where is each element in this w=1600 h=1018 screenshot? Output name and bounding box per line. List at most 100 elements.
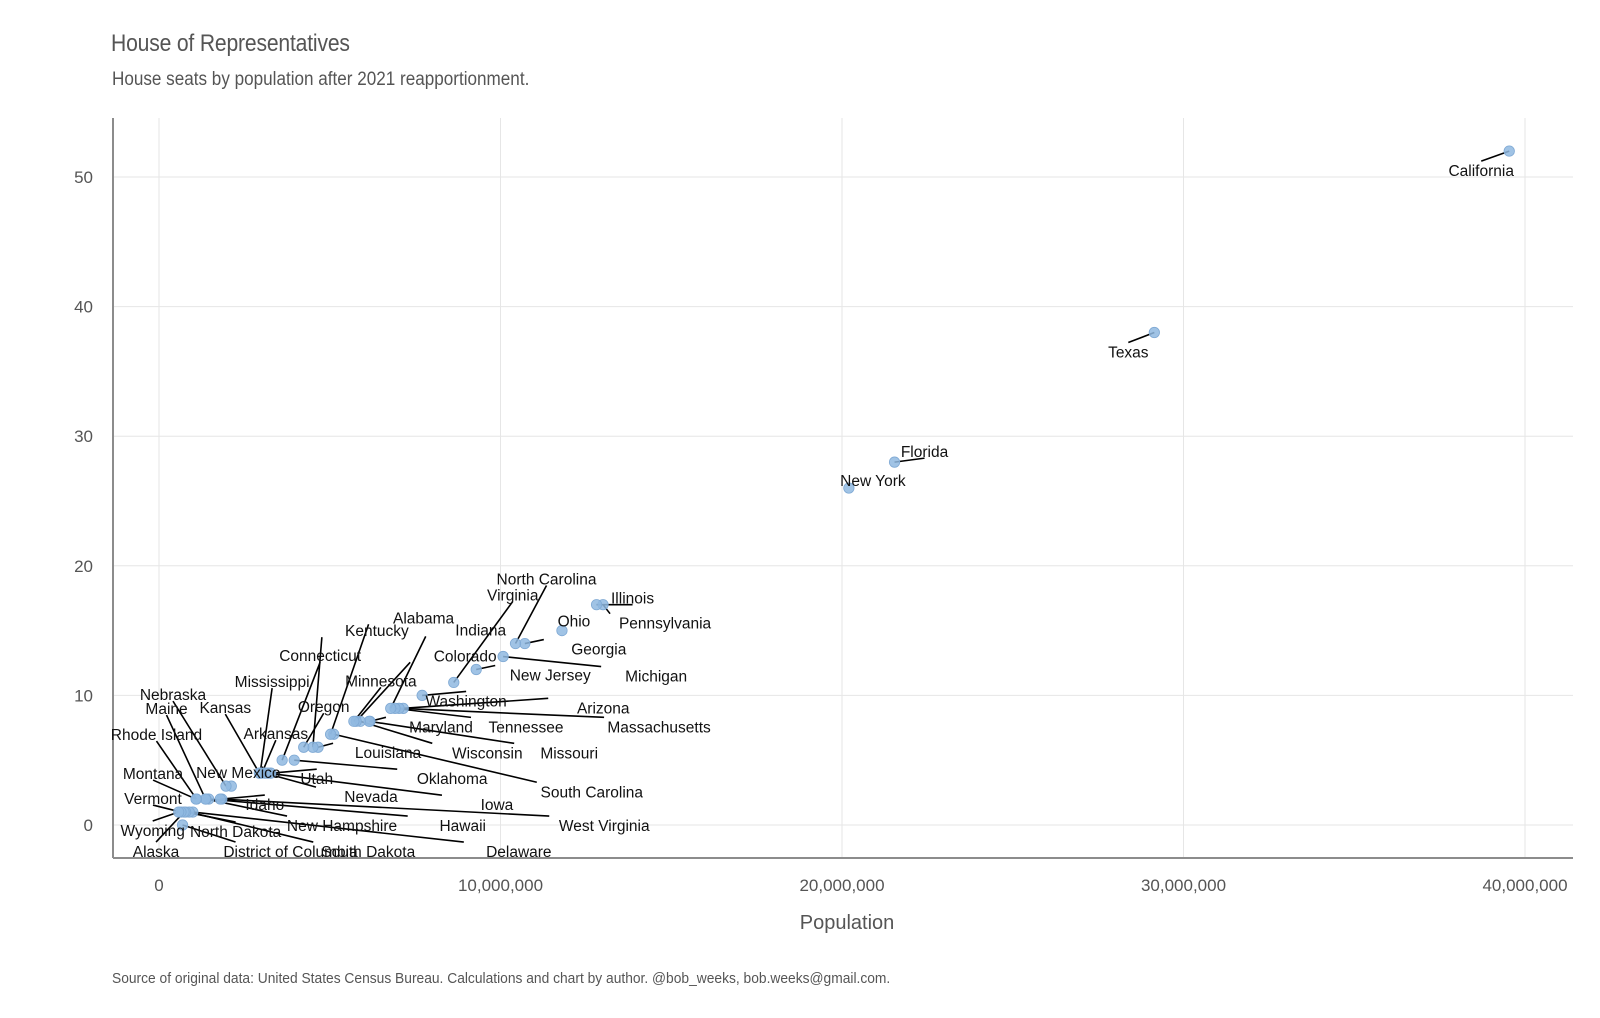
grid-lines <box>113 118 1573 858</box>
data-label: Georgia <box>571 642 627 659</box>
data-label: California <box>1448 163 1514 180</box>
leader-line <box>453 600 514 683</box>
leader-line <box>224 713 261 774</box>
data-label: New Mexico <box>196 765 280 782</box>
data-label: Ohio <box>558 614 591 631</box>
data-point <box>519 637 531 650</box>
x-axis-title: Population <box>800 912 895 934</box>
data-point <box>497 650 509 663</box>
leader-line <box>192 811 464 843</box>
data-label: Virginia <box>487 587 539 604</box>
data-point <box>416 689 428 702</box>
data-label: Alabama <box>393 610 455 627</box>
leader-line <box>172 700 227 787</box>
leader-line <box>267 772 443 796</box>
leader-line <box>259 688 273 774</box>
data-point <box>176 819 189 831</box>
data-label: Wyoming <box>120 823 184 840</box>
x-tick-label: 30,000,000 <box>1141 876 1226 895</box>
leader-line <box>514 585 548 644</box>
data-label: Rhode Island <box>111 727 202 744</box>
leader-line <box>270 768 317 774</box>
data-label: Utah <box>300 771 333 788</box>
data-label: Kentucky <box>345 623 409 640</box>
data-label: Montana <box>123 766 184 783</box>
data-label: Indiana <box>455 622 506 639</box>
data-label: District of Columbia <box>223 844 358 861</box>
y-tick-label: 0 <box>84 816 93 835</box>
data-point <box>298 741 310 753</box>
data-label: Minnesota <box>345 673 417 690</box>
data-point <box>173 806 185 818</box>
leader-line <box>329 624 370 735</box>
data-label: South Carolina <box>541 784 644 801</box>
data-label: Arkansas <box>244 726 309 743</box>
leader-line <box>165 714 207 800</box>
data-label: Illinois <box>611 591 654 608</box>
x-tick-label: 10,000,000 <box>458 876 543 895</box>
x-tick-label: 20,000,000 <box>799 876 884 895</box>
data-point <box>214 793 226 805</box>
y-tick-label: 50 <box>74 168 93 187</box>
data-point <box>276 754 288 766</box>
data-label: Wisconsin <box>452 745 523 762</box>
data-label: Washington <box>425 693 506 710</box>
data-label: Pennsylvania <box>619 616 712 633</box>
data-label: Vermont <box>124 791 182 808</box>
data-point <box>288 754 300 766</box>
data-label: Missouri <box>540 745 598 762</box>
leader-line <box>152 779 197 800</box>
data-label: New Hampshire <box>287 818 397 835</box>
data-label: Michigan <box>625 669 687 686</box>
chart-subtitle: House seats by population after 2021 rea… <box>112 69 530 90</box>
data-label: Delaware <box>486 844 551 861</box>
data-label: Kansas <box>199 700 251 717</box>
data-label: Connecticut <box>279 648 362 665</box>
data-label: South Dakota <box>321 844 415 861</box>
leader-line <box>355 661 411 722</box>
data-point <box>843 482 855 494</box>
data-point <box>348 715 360 727</box>
leader-line <box>221 794 265 800</box>
leader-line <box>208 798 408 817</box>
chart-caption: Source of original data: United States C… <box>112 970 891 987</box>
data-label: Tennessee <box>489 719 564 736</box>
data-label: North Carolina <box>497 572 597 589</box>
leader-line <box>155 740 198 800</box>
data-point <box>888 456 901 468</box>
leader-line <box>220 798 550 817</box>
data-point <box>385 702 397 714</box>
data-label: Colorado <box>434 648 497 665</box>
data-label: Oregon <box>298 699 350 716</box>
data-label: Florida <box>901 444 949 461</box>
leader-line <box>281 661 321 761</box>
data-point <box>253 767 265 779</box>
data-point <box>1148 326 1160 339</box>
data-label: Maine <box>145 701 187 718</box>
leader-line <box>294 759 398 770</box>
data-point <box>190 793 202 805</box>
data-label: Alaska <box>133 844 180 861</box>
data-point <box>470 663 482 676</box>
y-tick-label: 40 <box>74 298 93 317</box>
y-tick-label: 10 <box>74 686 93 705</box>
data-label: Nebraska <box>140 687 207 704</box>
data-label: Oklahoma <box>417 771 488 788</box>
data-label: Texas <box>1108 345 1149 362</box>
data-labels: California Texas Florida New York Pennsylvan… <box>111 163 1515 861</box>
data-point <box>220 780 232 792</box>
data-label: North Dakota <box>190 824 282 841</box>
leader-line <box>403 697 549 710</box>
leader-line <box>399 707 605 719</box>
data-label: Louisiana <box>355 745 422 762</box>
leader-line <box>390 636 427 709</box>
x-tick-label: 0 <box>154 876 163 895</box>
y-tick-label: 20 <box>74 557 93 576</box>
data-label: New Jersey <box>510 667 591 684</box>
leader-line <box>182 824 236 843</box>
data-label: Hawaii <box>439 818 486 835</box>
leader-line <box>353 686 382 722</box>
data-point <box>448 676 460 689</box>
data-label: Massachusetts <box>607 719 711 736</box>
